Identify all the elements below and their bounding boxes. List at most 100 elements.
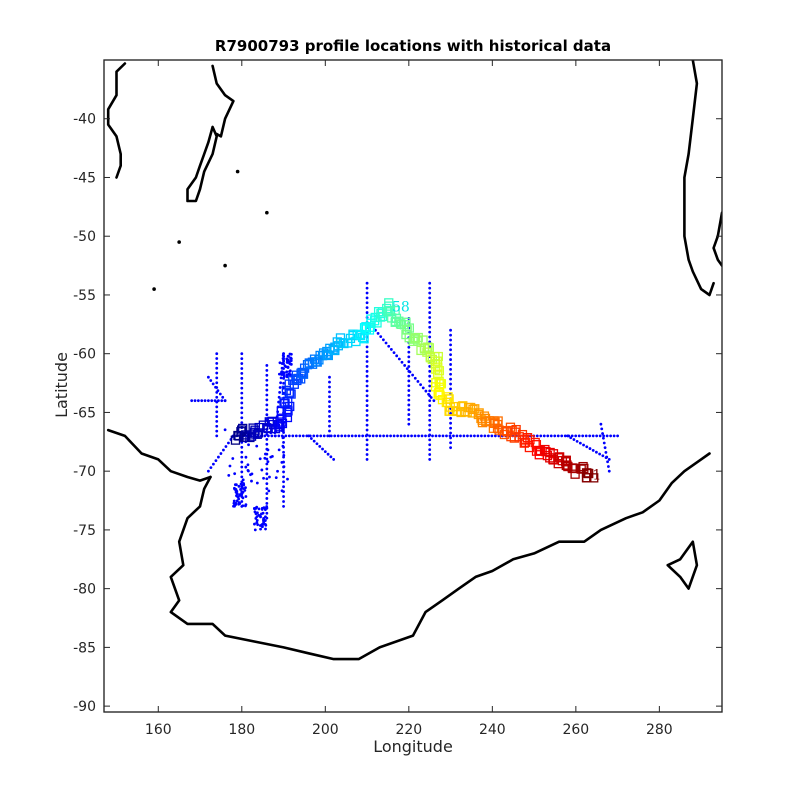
profile-marker	[569, 463, 579, 473]
historical-point	[424, 434, 427, 438]
historical-point	[407, 413, 411, 416]
island-0	[235, 169, 240, 174]
historical-point	[307, 434, 311, 438]
historical-point	[215, 420, 219, 423]
historical-point	[449, 446, 452, 450]
historical-point	[365, 306, 369, 310]
historical-point	[287, 434, 291, 438]
profile-marker	[312, 357, 322, 367]
historical-point	[255, 518, 259, 522]
historical-point	[263, 456, 267, 460]
historical-point	[428, 374, 432, 378]
historical-point	[240, 357, 244, 361]
y-tick-label: -75	[73, 523, 96, 539]
profile-number-label: 58	[392, 300, 410, 316]
historical-point	[289, 352, 293, 356]
historical-point	[254, 506, 258, 510]
historical-point	[265, 492, 269, 495]
historical-point	[428, 286, 432, 290]
historical-point	[240, 470, 244, 474]
historical-point	[240, 401, 244, 405]
historical-point	[428, 418, 432, 422]
profile-marker	[238, 423, 248, 434]
historical-point	[282, 505, 285, 508]
historical-point	[277, 448, 281, 452]
historical-point	[428, 384, 432, 388]
historical-point	[375, 434, 379, 438]
historical-point	[261, 511, 265, 515]
historical-point	[449, 436, 452, 440]
historical-point	[258, 457, 262, 461]
y-tick-label: -55	[73, 288, 96, 304]
historical-point	[365, 360, 369, 363]
profile-marker	[522, 433, 533, 443]
historical-point	[428, 335, 432, 339]
historical-point	[246, 463, 250, 467]
historical-point	[328, 390, 331, 394]
historical-point	[234, 503, 237, 506]
historical-point	[243, 489, 247, 492]
historical-point	[280, 489, 284, 493]
historical-point	[315, 442, 319, 446]
historical-point	[286, 477, 289, 481]
historical-point	[546, 434, 550, 438]
historical-point	[588, 447, 592, 450]
historical-point	[265, 462, 269, 466]
historical-point	[260, 468, 264, 472]
historical-point	[249, 473, 252, 477]
historical-point	[265, 442, 269, 446]
historical-point	[282, 470, 285, 474]
historical-point	[262, 476, 265, 480]
historical-point	[264, 515, 267, 519]
historical-point	[591, 448, 595, 452]
historical-point	[428, 281, 432, 285]
historical-point	[258, 524, 262, 527]
historical-point	[282, 465, 286, 469]
historical-point	[389, 348, 393, 351]
profile-marker	[384, 307, 394, 317]
x-tick-label: 200	[312, 722, 339, 738]
historical-point	[403, 364, 407, 367]
historical-point	[376, 332, 380, 335]
historical-point	[535, 434, 539, 438]
historical-point	[417, 434, 420, 438]
historical-point	[407, 365, 411, 368]
historical-point	[368, 434, 372, 438]
historical-point	[429, 396, 433, 399]
historical-point	[291, 434, 295, 438]
historical-point	[578, 441, 582, 445]
historical-point	[196, 399, 200, 403]
historical-point	[240, 416, 244, 420]
historical-point	[428, 306, 432, 310]
historical-point	[428, 369, 432, 373]
historical-point	[407, 360, 411, 364]
historical-point	[206, 375, 210, 379]
historical-point	[424, 389, 428, 393]
historical-point	[265, 505, 269, 508]
historical-point	[301, 434, 305, 438]
historical-point	[228, 464, 232, 468]
historical-point	[588, 434, 592, 438]
historical-point	[265, 487, 269, 491]
axis-ticks: 160 180 200 220 240 260 280 -40 -45 -50 -55 -60 -65 -…	[73, 60, 722, 738]
historical-point	[240, 500, 244, 503]
historical-point	[209, 466, 213, 470]
historical-point	[216, 389, 220, 393]
historical-point	[572, 438, 576, 441]
profile-marker	[240, 432, 250, 442]
historical-point	[244, 503, 248, 507]
historical-point	[428, 423, 432, 427]
historical-point	[607, 458, 611, 461]
historical-point	[365, 311, 369, 314]
historical-point	[282, 450, 285, 454]
historical-point	[262, 520, 265, 524]
historical-point	[215, 395, 219, 399]
historical-point	[428, 316, 432, 319]
historical-point	[326, 452, 330, 456]
historical-point	[265, 467, 269, 471]
historical-point	[600, 427, 604, 431]
historical-point	[240, 421, 244, 425]
historical-point	[328, 419, 331, 423]
historical-point	[240, 480, 244, 484]
historical-point	[449, 333, 452, 337]
